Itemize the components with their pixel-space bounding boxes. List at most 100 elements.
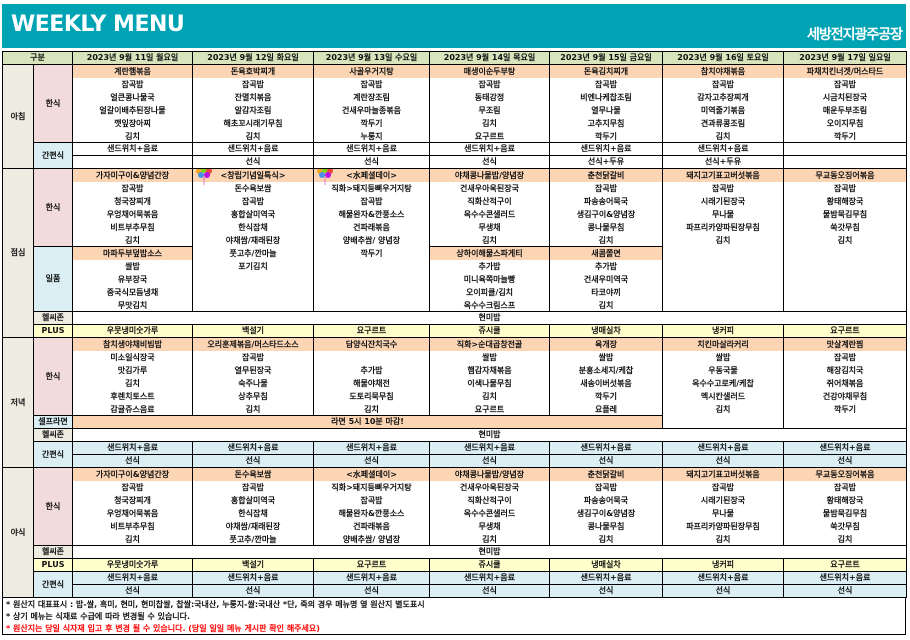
menu-block: 돼지고기표고버섯볶음 잡곡밥 시래기된장국 무나물 파프리카양파된장무침 김치 bbox=[663, 169, 784, 312]
main-dish: 참치생야채비빔밥 bbox=[73, 338, 192, 351]
menu-item: 잡곡밥 bbox=[833, 80, 857, 89]
snack-item: 샌드위치+음료 bbox=[193, 442, 314, 455]
menu-item: 옥수수크림스프 bbox=[463, 301, 516, 310]
menu-item: 잡곡밥 bbox=[594, 483, 618, 492]
menu-block: 맛살계란찜 잡곡밥 해장김치국 쥐어채볶음 건강야채무침 깍두기 bbox=[784, 338, 907, 429]
menu-item: 우엉채어묵볶음 bbox=[106, 210, 159, 219]
menu-block: 오리훈제볶음/머스타드소스 잡곡밥 열무된장국 숙주나물 상추무침 김치 bbox=[193, 338, 314, 416]
menu-block: 계란햄볶음 잡곡밥 얼큰콩나물국 얼갈이배추된장나물 깻잎장아찌 김치 bbox=[73, 65, 193, 143]
menu-item: 잡곡밥 bbox=[478, 80, 501, 89]
menu-item: 분홍소세지/케찹 bbox=[578, 366, 634, 375]
menu-block: 마파두부덮밥소스 쌀밥 유부장국 중국식모듬냉채 무맛김치 bbox=[73, 247, 193, 312]
healthy-zone-item: 현미밥 bbox=[73, 312, 907, 325]
menu-item: 견과류콩조림 bbox=[700, 119, 746, 128]
main-dish: 맛살계란찜 bbox=[784, 338, 906, 351]
menu-item: 김치 bbox=[598, 301, 614, 310]
snack-item: 샌드위치+음료 bbox=[314, 442, 430, 455]
menu-item: 잡곡밥 bbox=[711, 184, 735, 193]
plus-item: 요구르트 bbox=[314, 325, 430, 338]
menu-block: 돈육호박찌개 잡곡밥 잔멸치볶음 알감자조림 해초꼬시래기무침 김치 bbox=[193, 65, 314, 143]
menu-item: 추가밥 bbox=[478, 262, 501, 271]
snack-item: 샌드위치+음료 bbox=[663, 442, 784, 455]
snack-item: 샌드위치+음료 bbox=[193, 572, 314, 585]
main-dish: 돈육호박찌개 bbox=[193, 65, 313, 78]
menu-item: 청국장찌개 bbox=[114, 496, 151, 505]
menu-item: 잡곡밥 bbox=[360, 496, 383, 505]
menu-item: 깍두기 bbox=[360, 249, 383, 258]
menu-item: 물밤묵김무침 bbox=[822, 210, 868, 219]
snack-item: 샌드위치+음료 bbox=[73, 143, 193, 156]
type-label-self-ramen: 셀프라면 bbox=[34, 416, 73, 429]
weekly-menu-table: 구분 2023년 9월 11일 월요일 2023년 9월 12일 화요일 2023년 … bbox=[2, 51, 907, 598]
menu-item: 건새우마늘종볶음 bbox=[342, 106, 401, 115]
menu-item: 맛김가루 bbox=[117, 366, 148, 375]
main-dish: 야채콩나물밥/양념장 bbox=[430, 468, 549, 481]
type-label-plus: PLUS bbox=[34, 325, 73, 338]
menu-item: 무생채 bbox=[478, 223, 501, 232]
menu-block: 야채콩나물밥/양념장 건새우아욱된장국 직화산적구이 옥수수콘샐러드 무생채 김치 bbox=[430, 169, 550, 247]
menu-item: 고추지무침 bbox=[587, 119, 625, 128]
menu-item: 김치 bbox=[125, 379, 140, 388]
snack-item: 선식 bbox=[430, 585, 550, 598]
menu-item: 콩나물무침 bbox=[587, 223, 625, 232]
main-dish: 돈육김치찌개 bbox=[550, 65, 662, 78]
snack-item: 선식+두유 bbox=[663, 156, 784, 169]
plus-item: 냉매실차 bbox=[550, 325, 663, 338]
menu-item: 김치 bbox=[598, 535, 614, 544]
menu-item: 해물완자&깐풍소스 bbox=[338, 210, 405, 219]
main-dish: 돼지고기표고버섯볶음 bbox=[663, 169, 783, 182]
menu-item: 요구르트 bbox=[474, 405, 505, 414]
menu-block: 춘천닭갈비 잡곡밥 파송송어묵국 생김구이&양념장 콩나물무침 김치 bbox=[550, 468, 663, 546]
snack-item bbox=[784, 143, 907, 156]
menu-block: <水페셜데이> 직화>돼지등뼈우거지탕 잡곡밥 해물완자&깐풍소스 건파래볶음 양배추쌈/… bbox=[314, 468, 430, 546]
snack-item: 샌드위치+음료 bbox=[73, 572, 193, 585]
menu-block: 돈수육보쌈 잡곡밥 홍합살미역국 한식잡채 야채쌈/재래된장 풋고추/깐마늘 bbox=[193, 468, 314, 546]
snack-item: 선식 bbox=[550, 455, 663, 468]
menu-item: 무조림 bbox=[478, 106, 501, 115]
menu-item: 김치 bbox=[125, 236, 140, 245]
menu-item: 잡곡밥 bbox=[594, 184, 618, 193]
main-dish: 마파두부덮밥소스 bbox=[73, 247, 192, 260]
menu-item: 풋고추/깐마늘 bbox=[229, 249, 277, 258]
menu-item: 잡곡밥 bbox=[711, 483, 735, 492]
menu-item: 야채쌈/재래된장 bbox=[225, 522, 281, 531]
menu-item: 김치 bbox=[482, 392, 497, 401]
meal-label-lunch: 점심 bbox=[3, 169, 34, 338]
menu-item: 오이지무침 bbox=[826, 119, 864, 128]
menu-item: 깍두기 bbox=[833, 132, 857, 141]
self-ramen-notice: 라면 5시 10분 마감! bbox=[73, 416, 663, 429]
plus-item: 쥬시쿨 bbox=[430, 325, 550, 338]
menu-item: 얼큰콩나물국 bbox=[110, 93, 155, 102]
plus-item: 요구르트 bbox=[314, 559, 430, 572]
menu-block: 매생이순두부탕 잡곡밥 동태강정 무조림 김치 요구르트 bbox=[430, 65, 550, 143]
menu-item: 잡곡밥 bbox=[121, 80, 144, 89]
column-header-day: 2023년 9월 13일 수요일 bbox=[314, 52, 430, 65]
plus-item: 요구르트 bbox=[784, 325, 907, 338]
menu-item: 김치 bbox=[125, 535, 140, 544]
menu-item: 요플레 bbox=[594, 405, 618, 414]
snack-item: 선식 bbox=[663, 455, 784, 468]
menu-item: 옥수수고로케/케찹 bbox=[692, 379, 754, 388]
main-dish: 가자미구이&양념간장 bbox=[73, 468, 192, 481]
main-dish: 사골우거지탕 bbox=[314, 65, 429, 78]
menu-item: 무생채 bbox=[478, 522, 501, 531]
column-header-day: 2023년 9월 15일 금요일 bbox=[550, 52, 663, 65]
menu-item: 파프리카양파된장무침 bbox=[686, 223, 760, 232]
snack-item: 샌드위치+음료 bbox=[73, 442, 193, 455]
menu-item: 상추무침 bbox=[238, 392, 268, 401]
menu-item: 야채쌈/재래된장 bbox=[225, 236, 281, 245]
main-dish: 계란햄볶음 bbox=[73, 65, 192, 78]
snack-item: 샌드위치+음료 bbox=[550, 572, 663, 585]
footnote: * 원산지 대표표시 : 밥-쌀, 흑미, 현미, 현미찹쌀, 찹쌀:국내산, … bbox=[6, 600, 425, 609]
menu-item: 미소일식장국 bbox=[110, 353, 155, 362]
menu-item: 쥐어채볶음 bbox=[826, 379, 864, 388]
menu-item: 김치 bbox=[482, 119, 497, 128]
menu-item: 잡곡밥 bbox=[833, 353, 857, 362]
menu-item: 콩나물무침 bbox=[587, 522, 625, 531]
menu-item: 추가밥 bbox=[360, 366, 383, 375]
column-header-day: 2023년 9월 11일 월요일 bbox=[73, 52, 193, 65]
menu-item: 비트부추무침 bbox=[110, 522, 155, 531]
menu-item: 김치 bbox=[715, 405, 731, 414]
main-dish: 육개장 bbox=[550, 338, 662, 351]
snack-item: 샌드위치+음료 bbox=[314, 143, 430, 156]
